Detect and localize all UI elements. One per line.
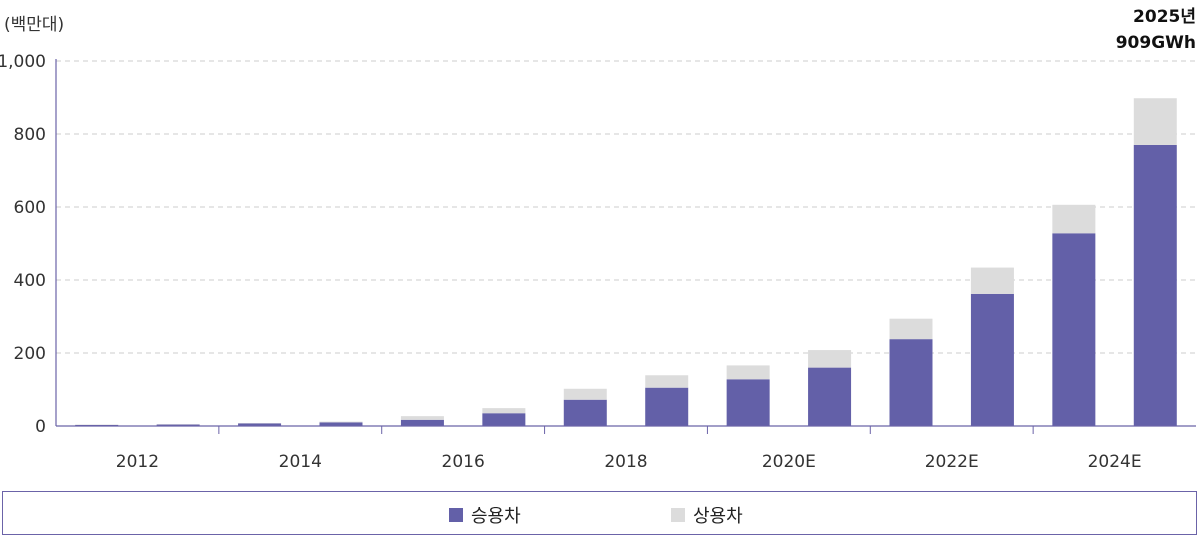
y-tick-label: 0 xyxy=(35,417,46,437)
y-tick-label: 600 xyxy=(14,198,46,218)
bar-passenger-2019 xyxy=(645,387,689,426)
x-tick-label: 2012 xyxy=(116,452,159,472)
axes xyxy=(55,59,1196,434)
annotation-year: 2025년 xyxy=(1133,7,1196,27)
legend: 승용차 상용차 xyxy=(2,491,1197,535)
legend-label-commercial: 상용차 xyxy=(693,506,743,527)
x-tick-label: 2014 xyxy=(279,452,322,472)
y-axis-unit-label: (백만대) xyxy=(4,15,64,35)
legend-item-passenger: 승용차 xyxy=(449,502,521,528)
y-tick-labels: 0 200 400 600 800 1,000 xyxy=(0,52,46,437)
grid-lines xyxy=(56,60,1196,354)
bar-commercial-2025E xyxy=(1133,98,1177,145)
y-tick-label: 400 xyxy=(14,271,46,291)
bar-commercial-2015 xyxy=(319,421,363,423)
bar-commercial-2017 xyxy=(482,408,526,414)
legend-swatch-passenger xyxy=(449,508,463,522)
y-tick-label: 1,000 xyxy=(0,52,46,72)
bar-commercial-2020E xyxy=(726,365,770,380)
y-tick-label: 200 xyxy=(14,344,46,364)
x-tick-label: 2018 xyxy=(604,452,647,472)
bar-passenger-2016 xyxy=(400,419,444,426)
stacked-bar-chart: 0 200 400 600 800 1,000 2012 2014 2016 2018 2020E… xyxy=(0,7,1196,472)
bar-commercial-2021E xyxy=(808,350,852,368)
bar-commercial-2018 xyxy=(563,388,607,400)
legend-swatch-commercial xyxy=(671,508,685,522)
bar-commercial-2019 xyxy=(645,375,689,388)
bar-commercial-2023E xyxy=(970,267,1014,294)
bar-passenger-2015 xyxy=(319,422,363,426)
bar-passenger-2025E xyxy=(1133,144,1177,426)
x-tick-label: 2022E xyxy=(925,452,979,472)
bar-passenger-2017 xyxy=(482,413,526,426)
x-tick-label: 2020E xyxy=(762,452,816,472)
x-tick-label: 2024E xyxy=(1088,452,1142,472)
legend-label-passenger: 승용차 xyxy=(471,506,521,527)
x-tick-labels: 2012 2014 2016 2018 2020E 2022E 2024E xyxy=(116,452,1142,472)
bar-commercial-2022E xyxy=(889,318,933,340)
bar-commercial-2016 xyxy=(400,416,444,420)
legend-item-commercial: 상용차 xyxy=(671,502,743,528)
x-tick-label: 2016 xyxy=(442,452,485,472)
bar-commercial-2024E xyxy=(1052,204,1096,234)
bar-passenger-2022E xyxy=(889,339,933,426)
y-tick-label: 800 xyxy=(14,125,46,145)
annotation-value: 909GWh xyxy=(1116,33,1196,53)
bar-passenger-2013 xyxy=(156,424,200,426)
bar-passenger-2023E xyxy=(970,293,1014,426)
bar-passenger-2018 xyxy=(563,399,607,426)
bar-passenger-2014 xyxy=(238,423,282,426)
bar-passenger-2021E xyxy=(808,367,852,426)
bar-passenger-2020E xyxy=(726,379,770,426)
bars xyxy=(75,98,1177,426)
bar-passenger-2024E xyxy=(1052,233,1096,426)
